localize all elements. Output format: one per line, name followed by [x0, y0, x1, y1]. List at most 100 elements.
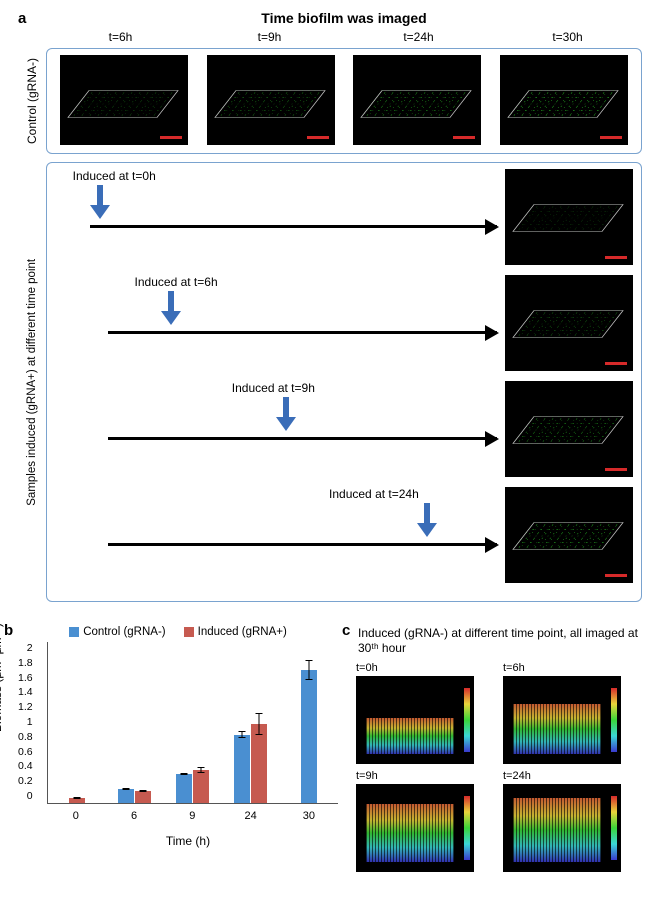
panel-c-label: c: [342, 622, 350, 639]
panel-c-cell: t=0h: [356, 662, 495, 764]
timeline-arrow: [108, 437, 497, 440]
scale-bar: [605, 468, 627, 471]
x-tick: 30: [280, 810, 338, 822]
bar-group: [164, 642, 222, 803]
colorbar: [611, 796, 617, 860]
control-side-label-col: Control (gRNA-): [18, 48, 46, 154]
biofilm-thumb: [60, 55, 188, 145]
panel-a-header: a Time biofilm was imaged: [18, 10, 642, 30]
biofilm-thumb: [207, 55, 335, 145]
panel-b-c-row: b Control (gRNA-)Induced (gRNA+) Biomass…: [18, 626, 642, 872]
volume-thumb: [356, 784, 474, 872]
y-tick: 1.6: [18, 672, 33, 684]
panel-a-label: a: [18, 10, 46, 27]
y-tick: 0.6: [18, 746, 33, 758]
timeline-row: Induced at t=0h: [55, 169, 633, 265]
down-arrow-icon: [90, 185, 110, 219]
time-header: t=24h: [354, 30, 484, 44]
scale-bar: [160, 136, 182, 139]
bar: [301, 670, 317, 803]
bar: [118, 789, 134, 803]
bar: [234, 735, 250, 803]
panel-c-cell: t=24h: [503, 770, 642, 872]
panel-b-label: b: [4, 622, 13, 639]
timeline-area: Induced at t=6h: [55, 275, 497, 371]
figure-root: a Time biofilm was imaged t=6ht=9ht=24ht…: [0, 0, 660, 892]
scale-bar: [453, 136, 475, 139]
biofilm-thumb: [500, 55, 628, 145]
y-tick: 1.8: [18, 657, 33, 669]
time-header: t=6h: [56, 30, 186, 44]
error-bar: [259, 713, 260, 734]
down-arrow-icon: [417, 503, 437, 537]
induced-side-label: Samples induced (gRNA+) at different tim…: [26, 259, 39, 506]
scale-bar: [605, 362, 627, 365]
bar-chart: Biomass (μm³ μm⁻²) 21.81.61.41.210.80.60…: [18, 642, 338, 832]
volume-thumb: [503, 676, 621, 764]
y-tick: 1.2: [18, 701, 33, 713]
y-axis-title: Biomass (μm³ μm⁻²): [0, 623, 4, 732]
biofilm-thumb: [505, 381, 633, 477]
control-box: [46, 48, 642, 154]
y-axis-ticks: 21.81.61.41.210.80.60.40.20: [18, 642, 37, 802]
time-header: t=9h: [205, 30, 335, 44]
x-tick: 0: [47, 810, 105, 822]
panel-c-cell: t=9h: [356, 770, 495, 872]
scale-bar: [307, 136, 329, 139]
y-tick: 0.8: [18, 731, 33, 743]
bar-group: [48, 642, 106, 803]
induce-label: Induced at t=24h: [329, 487, 419, 501]
bar-group: [222, 642, 280, 803]
time-headers: t=6ht=9ht=24ht=30h: [46, 30, 642, 44]
panel-c-title: Induced (gRNA-) at different time point,…: [358, 626, 642, 656]
induce-label: Induced at t=6h: [135, 275, 218, 289]
scale-bar: [600, 136, 622, 139]
y-tick: 0.2: [18, 775, 33, 787]
y-tick: 2: [27, 642, 33, 654]
panel-c: c Induced (gRNA-) at different time poin…: [356, 626, 642, 872]
scale-bar: [605, 256, 627, 259]
bar: [69, 798, 85, 803]
timeline-arrow: [108, 543, 497, 546]
legend-text: Control (gRNA-): [83, 626, 165, 638]
y-tick: 1.4: [18, 686, 33, 698]
bar: [251, 724, 267, 803]
panel-b: b Control (gRNA-)Induced (gRNA+) Biomass…: [18, 626, 338, 872]
induce-label: Induced at t=0h: [73, 169, 156, 183]
timeline-arrow: [108, 331, 497, 334]
panel-b-legend: Control (gRNA-) Induced (gRNA+): [18, 626, 338, 638]
x-axis-ticks: 0692430: [47, 810, 338, 822]
induced-side-label-col: Samples induced (gRNA+) at different tim…: [18, 162, 46, 602]
down-arrow-icon: [276, 397, 296, 431]
biofilm-thumb: [505, 169, 633, 265]
timeline-row: Induced at t=6h: [55, 275, 633, 371]
x-tick: 6: [105, 810, 163, 822]
error-bar: [242, 731, 243, 738]
panel-c-cell: t=6h: [503, 662, 642, 764]
bar: [176, 774, 192, 803]
colorbar: [464, 796, 470, 860]
plot-area: [47, 642, 338, 804]
x-tick: 24: [221, 810, 279, 822]
biofilm-thumb: [505, 487, 633, 583]
legend-text: Induced (gRNA+): [198, 626, 287, 638]
x-tick: 9: [163, 810, 221, 822]
panel-c-grid: t=0h t=6h t=9h t=24h: [356, 662, 642, 872]
volume-thumb: [503, 784, 621, 872]
biofilm-thumb: [505, 275, 633, 371]
colorbar: [464, 688, 470, 752]
timeline-area: Induced at t=24h: [55, 487, 497, 583]
panel-c-cell-label: t=0h: [356, 662, 495, 674]
panel-c-cell-label: t=24h: [503, 770, 642, 782]
bar: [193, 770, 209, 803]
x-axis-title: Time (h): [38, 834, 338, 848]
timeline-row: Induced at t=24h: [55, 487, 633, 583]
biofilm-thumb: [353, 55, 481, 145]
panel-a-induced-row: Samples induced (gRNA+) at different tim…: [18, 162, 642, 602]
bar-group: [280, 642, 338, 803]
panel-c-cell-label: t=6h: [503, 662, 642, 674]
volume-thumb: [356, 676, 474, 764]
timeline-row: Induced at t=9h: [55, 381, 633, 477]
panel-c-cell-label: t=9h: [356, 770, 495, 782]
down-arrow-icon: [161, 291, 181, 325]
